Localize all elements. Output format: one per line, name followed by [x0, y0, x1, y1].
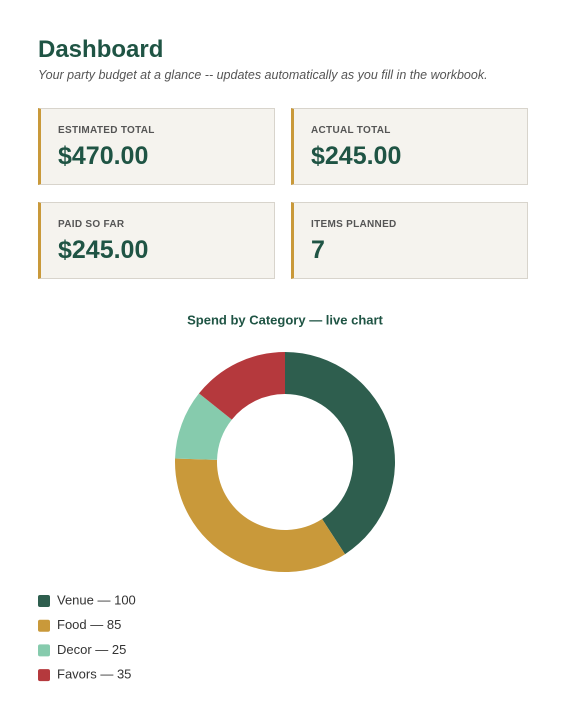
- legend-swatch: [38, 595, 50, 607]
- chart-title: Spend by Category — live chart: [187, 312, 383, 327]
- card-value: $470.00: [58, 142, 149, 170]
- stat-card: PAID SO FAR $245.00: [38, 202, 275, 279]
- card-label: PAID SO FAR: [58, 219, 125, 230]
- legend-swatch: [38, 619, 50, 632]
- donut-slice: [175, 393, 232, 460]
- legend-label: Favors — 35: [57, 667, 131, 682]
- stat-card: ESTIMATED TOTAL $470.00: [38, 108, 275, 185]
- donut-slice: [285, 352, 395, 555]
- donut-slice: [175, 458, 346, 572]
- card-value: 7: [311, 236, 325, 264]
- card-value: $245.00: [311, 142, 402, 170]
- page-subtitle: Your party budget at a glance -- updates…: [38, 68, 488, 82]
- card-label: ITEMS PLANNED: [311, 219, 397, 230]
- donut-slice: [198, 351, 285, 420]
- page-title: Dashboard: [38, 36, 164, 63]
- legend-swatch: [38, 669, 50, 682]
- card-label: ESTIMATED TOTAL: [58, 125, 155, 136]
- legend-label: Food — 85: [57, 617, 121, 632]
- legend-label: Decor — 25: [57, 642, 126, 657]
- stat-card: ITEMS PLANNED 7: [291, 202, 528, 279]
- card-label: ACTUAL TOTAL: [311, 125, 391, 136]
- card-value: $245.00: [58, 236, 149, 264]
- legend-label: Venue — 100: [57, 592, 136, 607]
- stat-card: ACTUAL TOTAL $245.00: [291, 108, 528, 185]
- legend-swatch: [38, 644, 50, 657]
